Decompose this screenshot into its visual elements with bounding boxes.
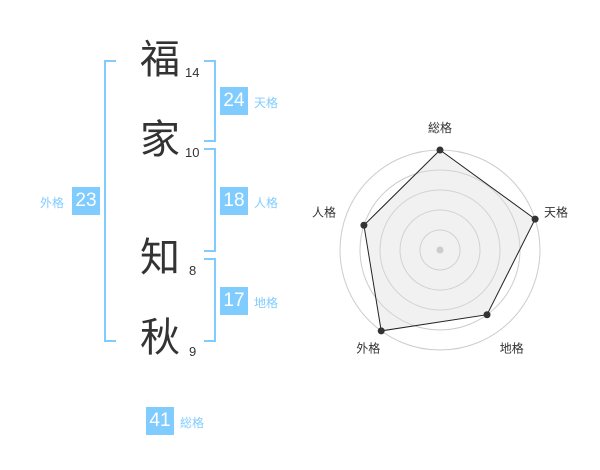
stroke-count-1: 14 xyxy=(185,65,200,80)
radar-grid-ring xyxy=(419,229,461,271)
jinkaku-label: 人格 xyxy=(254,196,279,210)
gaikaku-label: 外格 xyxy=(40,196,65,210)
radar-axis-label: 外格 xyxy=(356,341,380,356)
tenkaku-bracket xyxy=(204,60,216,142)
radar-grid-ring xyxy=(379,189,501,311)
radar-grid-ring xyxy=(399,209,481,291)
stroke-count-3: 8 xyxy=(189,263,197,278)
name-char-1: 福 xyxy=(140,37,180,83)
soukaku-badge: 41 xyxy=(146,407,174,435)
jinkaku-bracket xyxy=(204,148,216,252)
tenkaku-label: 天格 xyxy=(254,96,279,110)
chikaku-bracket xyxy=(204,258,216,342)
radar-series-area xyxy=(363,149,536,332)
radar-axis-label: 地格 xyxy=(500,341,524,356)
radar-center-dot xyxy=(436,246,444,254)
radar-point xyxy=(436,146,444,154)
soukaku-label: 総格 xyxy=(180,416,205,430)
jinkaku-badge: 18 xyxy=(220,187,248,215)
radar-point xyxy=(483,311,491,319)
radar-point xyxy=(531,215,539,223)
name-char-4: 秋 xyxy=(140,315,180,361)
radar-point xyxy=(360,221,368,229)
radar-point xyxy=(377,327,385,335)
radar-axis-label: 総格 xyxy=(428,120,452,135)
gaikaku-badge: 23 xyxy=(72,187,100,215)
chikaku-label: 地格 xyxy=(254,296,279,310)
gaikaku-bracket xyxy=(104,60,116,342)
stroke-count-4: 9 xyxy=(189,344,197,359)
name-char-3: 知 xyxy=(140,235,180,281)
radar-axis-label: 天格 xyxy=(544,204,568,219)
chikaku-badge: 17 xyxy=(220,287,248,315)
radar-axis-label: 人格 xyxy=(312,204,336,219)
stroke-count-2: 10 xyxy=(185,145,200,160)
tenkaku-badge: 24 xyxy=(220,87,248,115)
name-char-2: 家 xyxy=(140,117,180,163)
